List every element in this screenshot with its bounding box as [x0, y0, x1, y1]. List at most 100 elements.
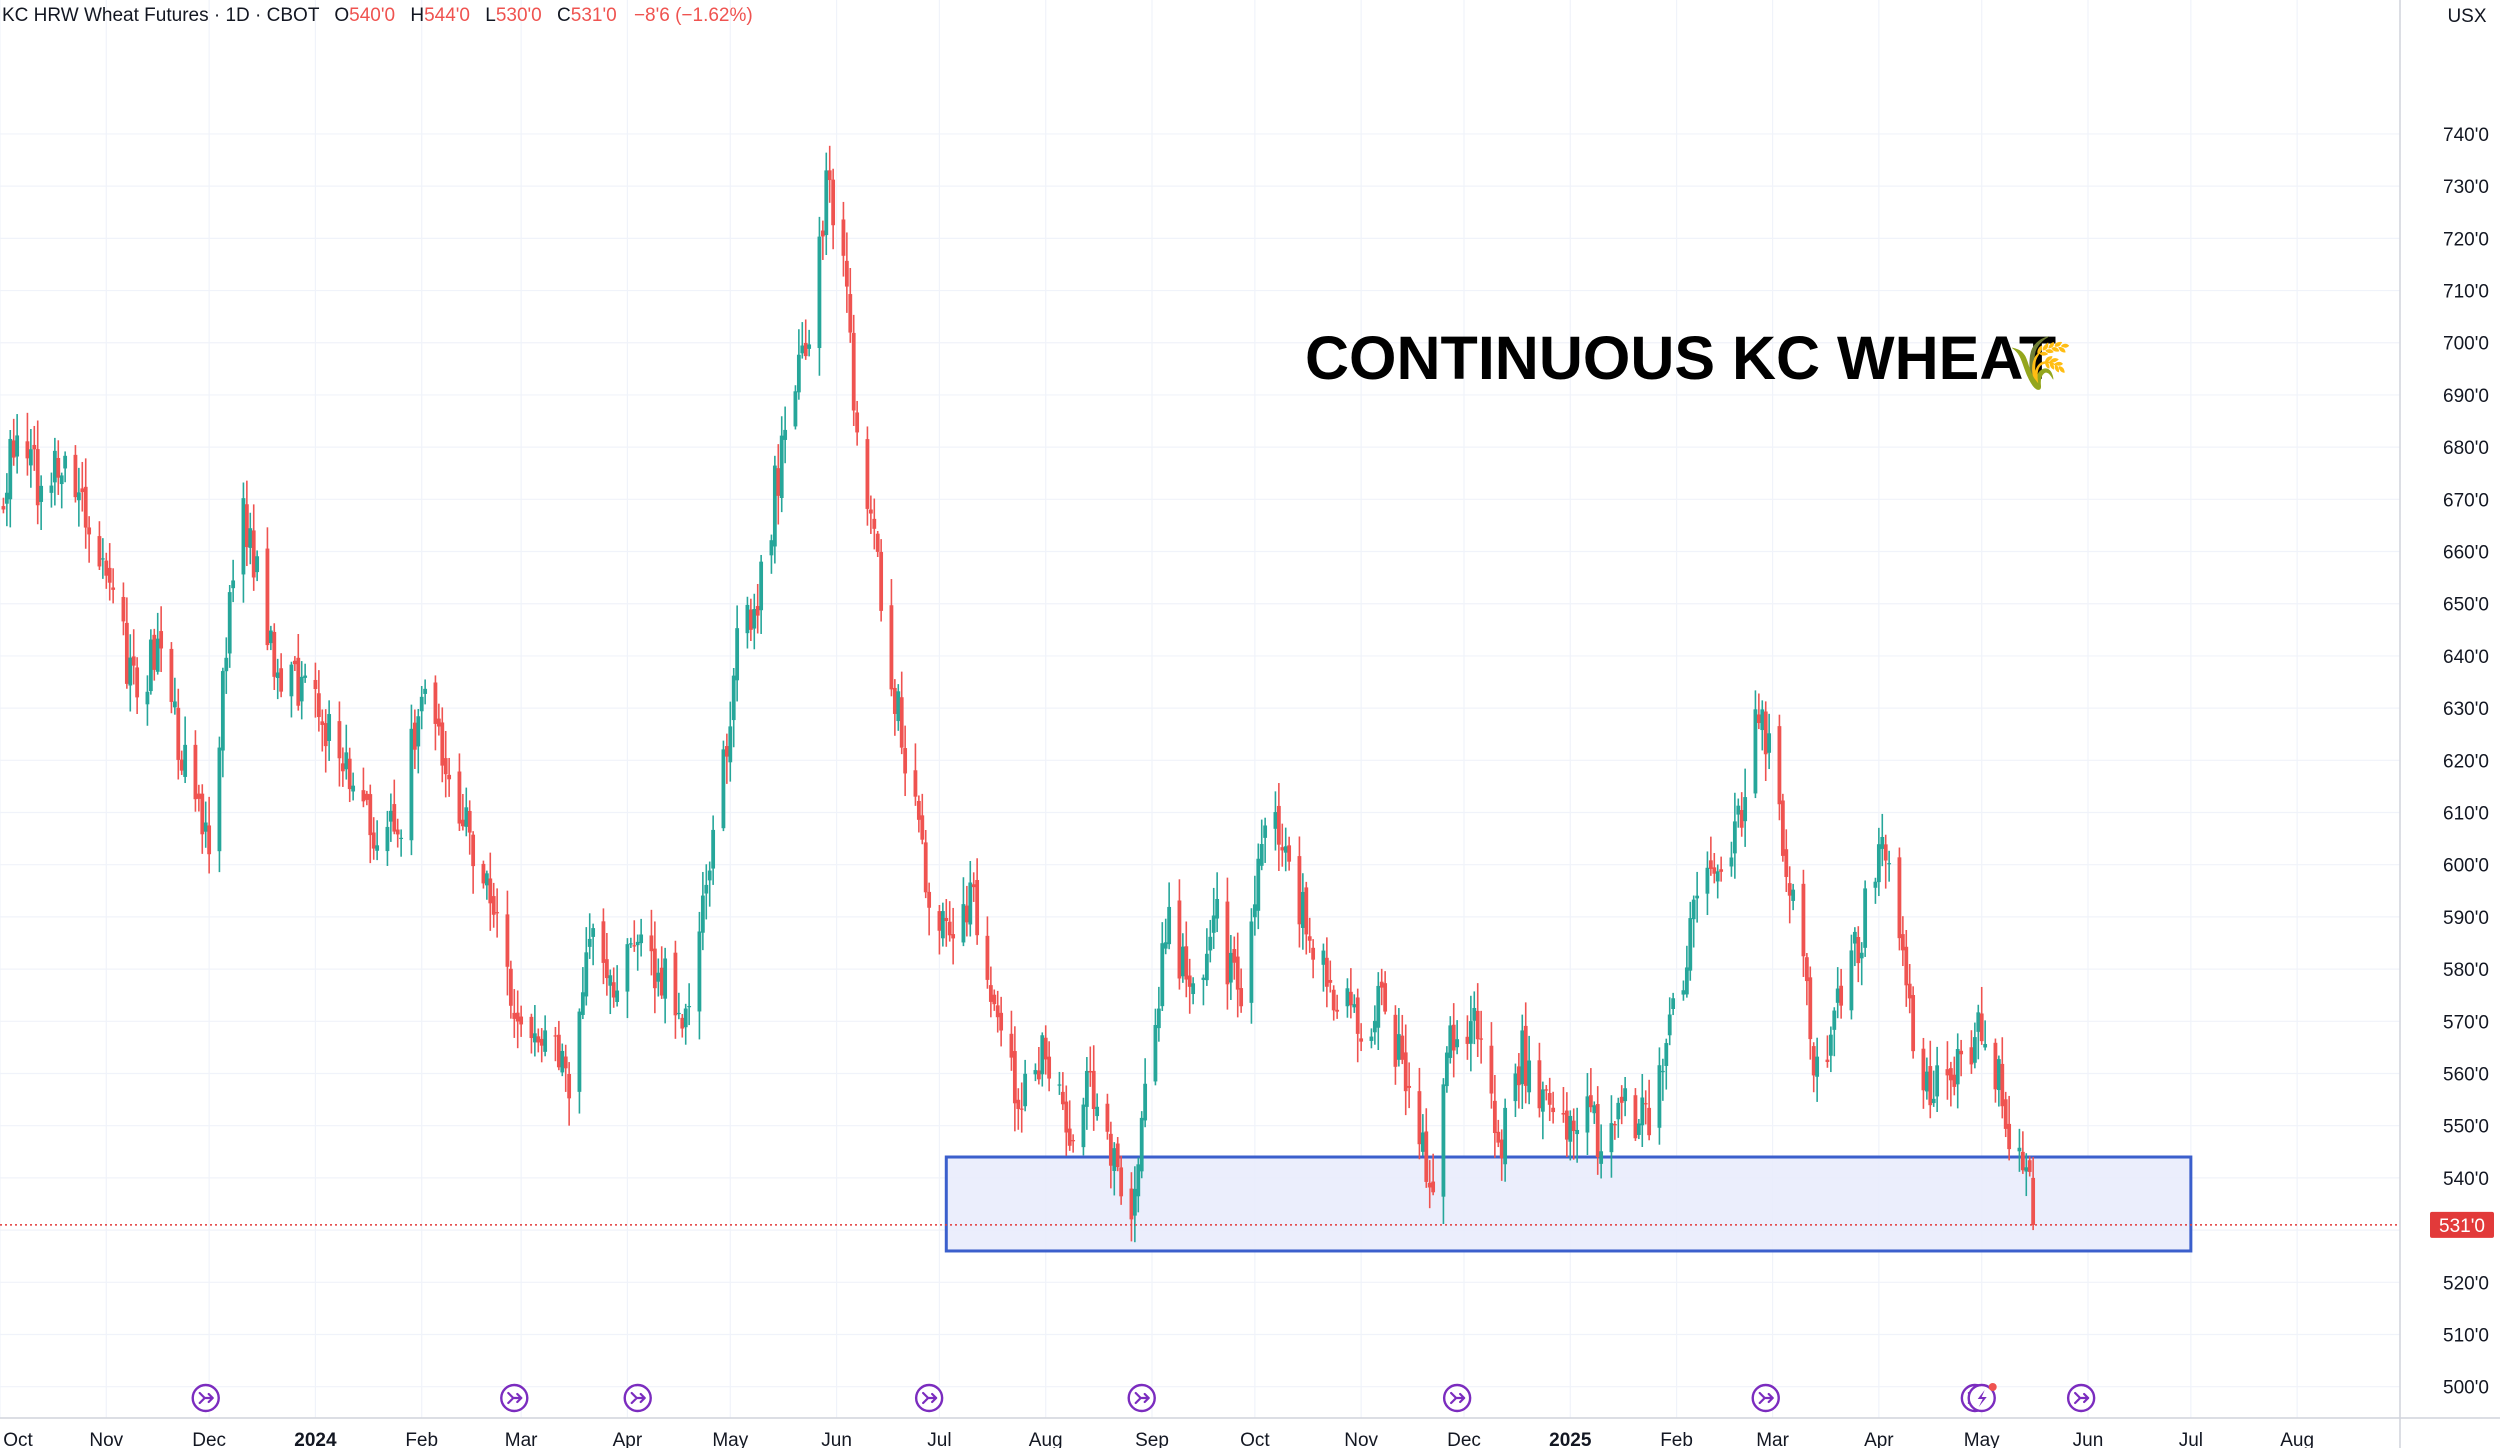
candle-body [196, 793, 201, 799]
candle-body [323, 723, 328, 747]
dividend-arrow-icon[interactable] [2066, 1383, 2096, 1413]
candle [59, 472, 64, 509]
candle [1777, 714, 1782, 821]
candle [1691, 895, 1696, 948]
candle [83, 458, 88, 549]
candle-body [59, 475, 64, 485]
candle [625, 938, 630, 1019]
dividend-arrow-icon[interactable] [1751, 1383, 1780, 1413]
event-arrow [198, 1391, 214, 1405]
dividend-arrow-icon[interactable] [1127, 1383, 1156, 1413]
candle-body [1736, 805, 1741, 815]
candle-body [1479, 1038, 1484, 1040]
candle-body [1780, 800, 1785, 856]
dividend-arrow-icon[interactable] [1442, 1383, 1472, 1413]
candle [1465, 1015, 1470, 1060]
candle-body [457, 771, 462, 824]
candle [1712, 852, 1717, 884]
candle [1516, 1053, 1521, 1109]
candle [248, 512, 253, 565]
candle-body [553, 1035, 558, 1037]
candle-body [652, 948, 657, 989]
candle [220, 667, 225, 778]
candle-body [563, 1056, 568, 1069]
candle-body [1852, 931, 1857, 944]
candle-body [769, 540, 774, 556]
candle [1852, 927, 1857, 967]
candle-body [15, 435, 20, 457]
candle-body [1767, 733, 1772, 753]
candle-body [1297, 856, 1302, 925]
event-arrow [922, 1391, 938, 1405]
candle-body [1040, 1035, 1045, 1075]
y-tick-label: 740'0 [2443, 125, 2489, 146]
candle-body [1407, 1085, 1412, 1088]
last-price-tag: 531'0 [2430, 1211, 2494, 1238]
event-arrow [2074, 1391, 2090, 1405]
y-tick-label: 610'0 [2443, 804, 2489, 825]
event-markers [191, 1383, 2096, 1413]
candle-body [601, 921, 606, 963]
candle [1177, 879, 1182, 990]
candle [1276, 783, 1281, 871]
candle [1863, 880, 1868, 957]
dividend-arrow-icon[interactable] [914, 1383, 944, 1413]
candle [1455, 1020, 1460, 1055]
candle [1808, 966, 1813, 1060]
candle [1592, 1101, 1597, 1124]
candle [745, 596, 750, 649]
candle [1503, 1098, 1508, 1182]
candle-body [1345, 988, 1350, 1007]
candle-body [1465, 1036, 1470, 1044]
candle-body [1019, 1108, 1024, 1110]
candle [1163, 918, 1168, 955]
candle [1780, 793, 1785, 862]
candle-body [1167, 906, 1172, 945]
candle-body [128, 657, 133, 686]
candle [433, 675, 438, 751]
candle [635, 934, 640, 971]
currency-label[interactable]: USX [2447, 6, 2486, 27]
candle [673, 940, 678, 1039]
candle-body [704, 884, 709, 894]
candle-body [1708, 860, 1713, 869]
candle-body [1623, 1088, 1628, 1102]
candle [1996, 1055, 2001, 1107]
candle-body [1952, 1074, 1957, 1087]
candle-body [755, 606, 760, 616]
flash-icon[interactable] [1967, 1383, 1997, 1413]
chart-title: CONTINUOUS KC WHEAT [1305, 324, 2056, 392]
candle [152, 628, 157, 681]
support-zone[interactable] [944, 1155, 2193, 1253]
candle-body [1948, 1068, 1953, 1081]
candle [1859, 942, 1864, 986]
support-zone-rect[interactable] [944, 1155, 2193, 1253]
candle-body [512, 1012, 517, 1019]
candle [1763, 701, 1768, 781]
candle [1095, 1093, 1100, 1121]
candle-body [217, 747, 222, 852]
x-tick-label: Jun [821, 1430, 852, 1448]
candle [207, 796, 212, 874]
candle [1561, 1087, 1566, 1123]
candle [484, 870, 489, 900]
candle-body [656, 972, 661, 982]
candle [155, 612, 160, 675]
candle [940, 902, 945, 947]
dividend-arrow-icon[interactable] [191, 1383, 220, 1413]
candle-body [1907, 983, 1912, 999]
candle-body [1115, 1143, 1120, 1168]
candle-body [875, 533, 880, 552]
candle-body [111, 587, 116, 590]
dividend-arrow-icon[interactable] [623, 1383, 652, 1413]
candle-body [796, 354, 801, 393]
dividend-arrow-icon[interactable] [500, 1383, 529, 1413]
candle-body [1208, 936, 1213, 951]
candle [968, 861, 973, 937]
candle [251, 504, 256, 591]
candle-body [83, 486, 88, 528]
candle-body [1592, 1105, 1597, 1114]
candle [1091, 1045, 1096, 1131]
candle [1369, 1028, 1374, 1049]
